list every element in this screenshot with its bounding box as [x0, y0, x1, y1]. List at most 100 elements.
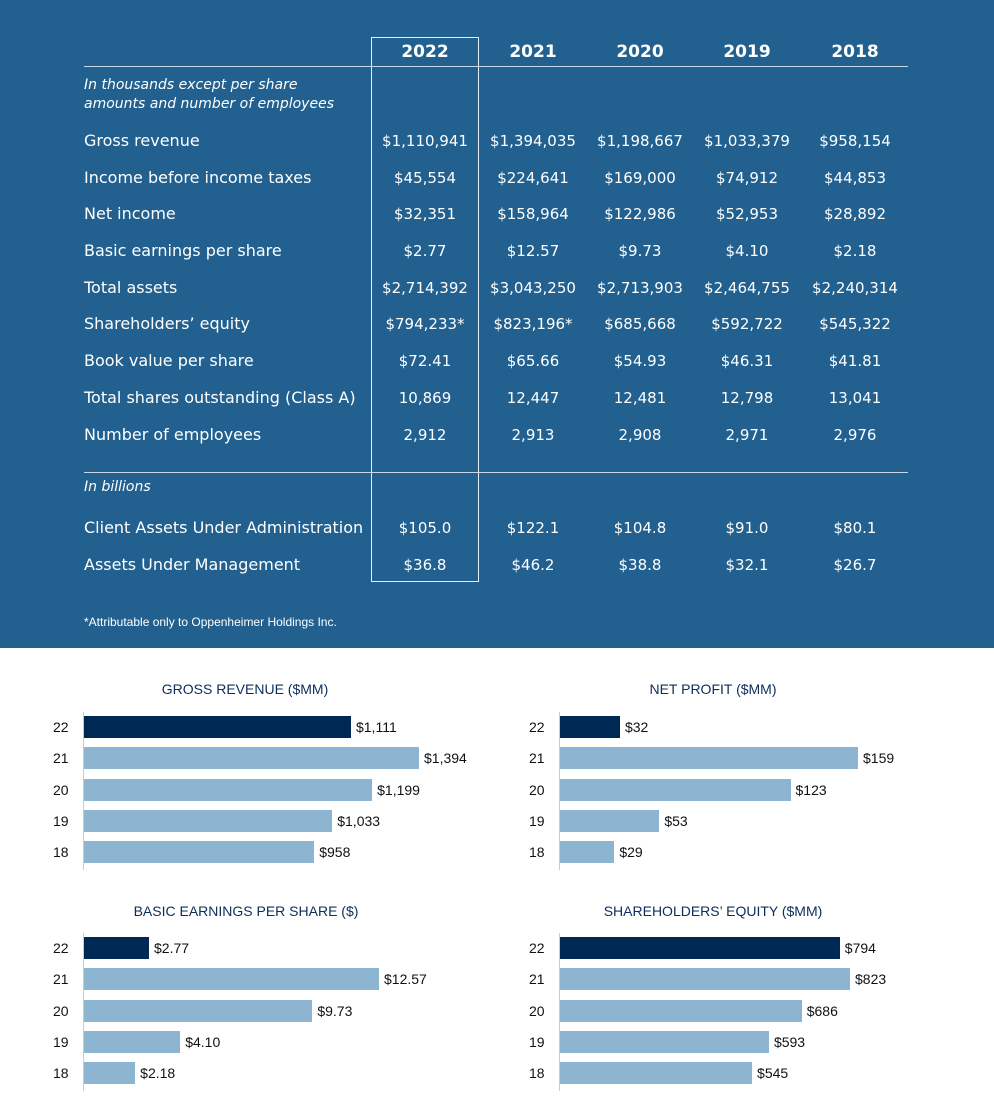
cell-value: $45,554 [393, 169, 457, 187]
year-header: 2021 [509, 42, 557, 62]
bar [84, 778, 373, 801]
bar [560, 809, 660, 832]
data-label: $1,111 [355, 719, 397, 735]
row-label: Number of employees [84, 425, 262, 444]
data-label: $32 [624, 719, 649, 735]
year-header: 2020 [616, 42, 664, 62]
data-label: $545 [757, 1065, 789, 1082]
cell-value: $80.1 [833, 519, 877, 537]
data-label: $958 [319, 844, 351, 861]
cell-value: $72.41 [398, 352, 452, 370]
data-label: $686 [806, 1002, 838, 1019]
row-label: Income before income taxes [84, 168, 312, 187]
row-label: Assets Under Management [84, 555, 301, 574]
category-label: 20 [53, 781, 69, 798]
cell-value: $2,240,314 [812, 279, 898, 297]
bar [84, 937, 149, 959]
cell-value: 10,869 [398, 389, 452, 407]
category-label: 22 [53, 719, 69, 735]
row-label: Total assets [84, 278, 178, 297]
cell-value: $1,394,035 [490, 132, 576, 150]
bar [84, 716, 351, 738]
bar [84, 1062, 136, 1085]
data-label: $1,394 [424, 750, 467, 767]
cell-value: $958,154 [819, 132, 891, 150]
footnote: *Attributable only to Oppenheimer Holdin… [84, 615, 337, 629]
cell-value: $169,000 [604, 169, 676, 187]
cell-value: $545,322 [819, 315, 891, 333]
category-label: 18 [53, 1065, 69, 1082]
category-label: 18 [53, 844, 69, 861]
data-label: $794 [844, 940, 876, 956]
cell-value: 13,041 [828, 389, 882, 407]
chart-axis [83, 933, 84, 1091]
bar [84, 841, 315, 864]
cell-value: $224,641 [497, 169, 569, 187]
cell-value: $122,986 [604, 205, 676, 223]
category-label: 18 [529, 844, 545, 861]
chart-title: GROSS REVENUE ($MM) [161, 681, 329, 697]
data-label: $4.10 [185, 1033, 221, 1050]
data-label: $823 [855, 971, 887, 988]
cell-value: $32.1 [725, 556, 769, 574]
cell-value: $74,912 [715, 169, 779, 187]
category-label: 20 [529, 781, 545, 798]
chart-title: BASIC EARNINGS PER SHARE ($) [133, 903, 359, 919]
row-label: Total shares outstanding (Class A) [84, 388, 356, 407]
data-label: $1,033 [337, 812, 381, 829]
cell-value: $2.18 [833, 242, 877, 260]
cell-value: 12,447 [506, 389, 560, 407]
row-label: Shareholders’ equity [84, 314, 250, 333]
data-label: $123 [795, 781, 827, 798]
bar [560, 1030, 769, 1053]
data-label: $159 [863, 750, 895, 767]
category-label: 20 [529, 1002, 545, 1019]
cell-value: $2,714,392 [382, 279, 468, 297]
category-label: 19 [529, 1033, 545, 1050]
bar [560, 968, 850, 991]
category-label: 19 [529, 812, 545, 829]
row-label: Book value per share [84, 351, 254, 370]
bar [84, 1030, 181, 1053]
cell-value: $2,713,903 [597, 279, 683, 297]
cell-value: $44,853 [823, 169, 887, 187]
cell-value: 2,912 [403, 426, 447, 444]
cell-value: $46.2 [511, 556, 555, 574]
current-year-highlight-box [371, 37, 479, 582]
bar [84, 968, 379, 991]
bar [84, 747, 419, 770]
header-divider [84, 66, 908, 67]
data-label: $2.18 [140, 1065, 176, 1082]
cell-value: $28,892 [823, 205, 887, 223]
bar [560, 1062, 753, 1085]
bar [560, 747, 858, 770]
cell-value: $26.7 [833, 556, 877, 574]
cell-value: 2,908 [618, 426, 662, 444]
chart-title: NET PROFIT ($MM) [649, 681, 777, 697]
cell-value: $9.73 [618, 242, 662, 260]
category-label: 19 [53, 1033, 69, 1050]
cell-value: $36.8 [403, 556, 447, 574]
category-label: 21 [53, 971, 69, 988]
data-label: $53 [664, 812, 688, 829]
category-label: 21 [53, 750, 69, 767]
bar [84, 809, 333, 832]
data-label: $593 [773, 1033, 806, 1050]
section-divider [84, 472, 908, 473]
data-label: $1,199 [377, 781, 420, 798]
cell-value: $54.93 [613, 352, 667, 370]
category-label: 21 [529, 750, 545, 767]
row-label: Client Assets Under Administration [84, 518, 364, 537]
bar [84, 999, 313, 1022]
chart-title: SHAREHOLDERS’ EQUITY ($MM) [603, 903, 823, 919]
category-label: 18 [529, 1065, 545, 1082]
financial-highlights-panel: 2022 2021 2020 2019 2018 In thousands except … [0, 0, 994, 648]
cell-value: $2.77 [403, 242, 447, 260]
cell-value: $41.81 [828, 352, 882, 370]
cell-value: 12,481 [613, 389, 667, 407]
bar [560, 937, 840, 959]
cell-value: $104.8 [613, 519, 667, 537]
cell-value: $52,953 [715, 205, 779, 223]
cell-value: $122.1 [506, 519, 560, 537]
data-label: $2.77 [154, 940, 190, 956]
